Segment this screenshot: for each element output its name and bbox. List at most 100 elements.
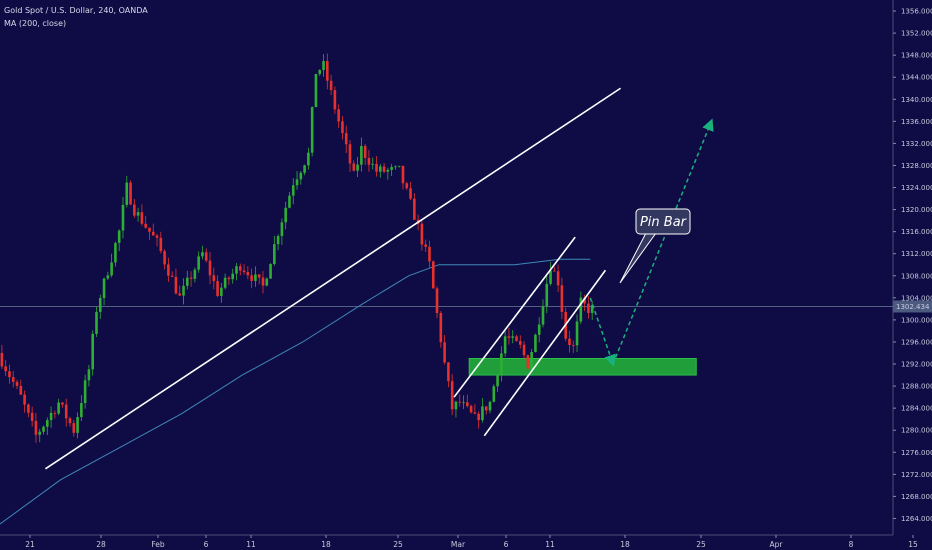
candle-up xyxy=(310,107,314,153)
candle-down xyxy=(189,277,193,279)
time-tick-label: 25 xyxy=(393,540,403,549)
candle-down xyxy=(23,394,26,405)
price-tick-label: 1280.000 xyxy=(901,427,932,435)
candle-up xyxy=(356,164,359,171)
price-tick-label: 1264.000 xyxy=(901,515,932,523)
time-tick-label: 21 xyxy=(25,540,35,549)
candle-up xyxy=(397,165,401,167)
last-price-label: 1302.434 xyxy=(896,303,930,311)
candle-down xyxy=(375,163,378,172)
time-tick-label: 18 xyxy=(620,540,630,549)
time-tick-label: 8 xyxy=(849,540,854,549)
candle-up xyxy=(492,386,496,402)
candle-down xyxy=(140,212,144,224)
candle-up xyxy=(220,287,223,296)
candle-down xyxy=(450,381,454,410)
candle-up xyxy=(537,324,541,335)
candle-down xyxy=(11,377,15,382)
candle-down xyxy=(466,402,469,406)
callout-box xyxy=(635,208,691,235)
candle-down xyxy=(405,183,409,189)
price-tick-label: 1316.000 xyxy=(901,228,932,236)
candle-down xyxy=(413,198,416,220)
candle-up xyxy=(496,375,499,387)
time-tick-label: Feb xyxy=(151,540,165,549)
candle-down xyxy=(428,246,431,262)
candle-up xyxy=(38,431,42,435)
price-tick-label: 1304.000 xyxy=(901,294,932,302)
callout-pointer xyxy=(619,232,657,284)
candle-down xyxy=(560,285,564,312)
candle-up xyxy=(549,270,552,284)
candle-up xyxy=(231,273,235,280)
last-price-badge xyxy=(893,300,932,313)
candle-up xyxy=(83,380,87,404)
candle-up xyxy=(590,305,594,313)
time-tick-label: 25 xyxy=(696,540,706,549)
price-tick-label: 1332.000 xyxy=(901,140,932,148)
price-tick-label: 1328.000 xyxy=(901,162,932,170)
candle-up xyxy=(295,179,299,186)
time-tick-label: Apr xyxy=(770,540,784,549)
candle-up xyxy=(288,195,291,208)
candle-up xyxy=(114,242,117,263)
time-tick-label: 15 xyxy=(908,540,918,549)
support-zone xyxy=(468,358,697,376)
candle-down xyxy=(34,420,38,435)
chart-title: Gold Spot / U.S. Dollar, 240, OANDA xyxy=(4,6,148,15)
candle-up xyxy=(511,336,515,338)
candle-down xyxy=(435,288,439,314)
pin-bar-label: Pin Bar xyxy=(640,215,688,230)
candle-down xyxy=(216,281,219,296)
price-tick-label: 1284.000 xyxy=(901,405,932,413)
time-tick-label: 6 xyxy=(204,540,209,549)
candle-down xyxy=(507,336,511,338)
candle-down xyxy=(329,80,333,91)
candle-down xyxy=(583,297,586,304)
candle-down xyxy=(148,227,151,232)
candle-down xyxy=(212,275,216,282)
candle-up xyxy=(322,61,325,70)
projection-up-arrow xyxy=(612,118,714,365)
candle-up xyxy=(394,166,397,168)
candle-down xyxy=(163,251,166,265)
candle-down xyxy=(443,342,446,363)
candle-down xyxy=(246,272,250,276)
candle-down xyxy=(344,133,348,145)
candle-up xyxy=(254,274,257,281)
candle-down xyxy=(53,412,57,414)
price-tick-label: 1300.000 xyxy=(901,316,932,324)
candle-up xyxy=(57,402,60,414)
time-tick-label: 6 xyxy=(504,540,509,549)
candle-down xyxy=(431,261,435,289)
candle-up xyxy=(117,230,121,243)
trendline-major xyxy=(44,87,622,470)
price-tick-label: 1308.000 xyxy=(901,272,932,280)
candle-up xyxy=(541,306,545,325)
candle-down xyxy=(420,223,424,245)
time-tick-label: 11 xyxy=(246,540,256,549)
candle-down xyxy=(587,303,590,313)
candle-down xyxy=(515,336,518,342)
price-tick-label: 1356.000 xyxy=(901,8,932,16)
candle-up xyxy=(307,152,310,166)
candle-up xyxy=(299,172,303,180)
candle-down xyxy=(19,385,23,395)
candle-up xyxy=(579,297,583,322)
candle-up xyxy=(80,403,83,418)
candle-up xyxy=(87,369,91,381)
candle-up xyxy=(223,277,227,288)
candle-down xyxy=(447,362,450,382)
price-tick-label: 1336.000 xyxy=(901,118,932,126)
time-tick-label: 28 xyxy=(96,540,106,549)
price-tick-label: 1268.000 xyxy=(901,493,932,501)
candle-down xyxy=(424,244,427,247)
ma-200-line xyxy=(0,258,591,525)
candle-up xyxy=(45,420,49,427)
candle-up xyxy=(102,278,106,299)
candle-up xyxy=(125,182,129,205)
candle-down xyxy=(553,270,556,272)
